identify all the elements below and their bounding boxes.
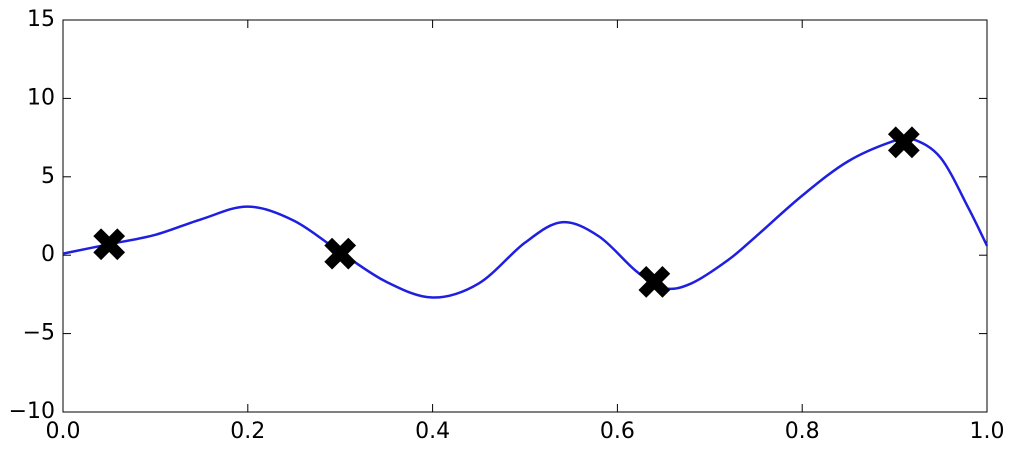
plot-frame (62, 19, 988, 413)
y-tick-label: −5 (23, 321, 55, 346)
y-tick-label: 5 (41, 164, 55, 189)
y-tick-label: −10 (9, 399, 55, 424)
x-tick-label: 0.4 (415, 419, 450, 444)
x-tick-label: 0.6 (600, 419, 635, 444)
line (62, 136, 989, 299)
x-marker (93, 228, 126, 261)
y-tick-label: 0 (41, 242, 55, 267)
x-marker (887, 126, 920, 159)
y-tick-label: 15 (27, 7, 55, 32)
x-tick-label: 1.0 (970, 419, 1005, 444)
x-tick-label: 0.2 (230, 419, 265, 444)
x-tick-label: 0.8 (785, 419, 820, 444)
x-tick-label: 0.0 (46, 419, 81, 444)
y-tick-label: 10 (27, 85, 55, 110)
x-marker (324, 237, 357, 270)
x-marker (638, 265, 671, 298)
